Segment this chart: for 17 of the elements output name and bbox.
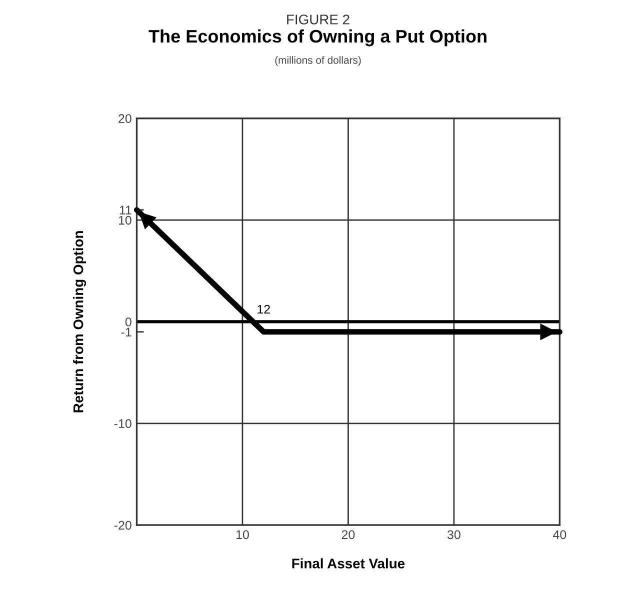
- y-tick-label: 11: [120, 206, 132, 214]
- y-tick-label: 20: [118, 114, 132, 124]
- y-tick-label: -20: [114, 520, 132, 530]
- annotation: 12: [258, 304, 270, 314]
- x-axis-title: Final Asset Value: [292, 558, 405, 568]
- y-tick-label: -1: [121, 328, 132, 336]
- chart-title: The Economics of Owning a Put Option: [148, 29, 486, 46]
- chart-subtitle: (millions of dollars): [275, 56, 361, 66]
- caption: FIGURE 2: [287, 14, 350, 24]
- x-tick-label: 10: [236, 530, 249, 540]
- y-axis-title: Return from Owning Option: [73, 231, 86, 412]
- y-tick-label: 10: [118, 216, 132, 225]
- y-tick-label: 0: [125, 318, 132, 326]
- x-tick-label: 30: [447, 530, 460, 540]
- x-tick-label: 40: [553, 530, 566, 540]
- y-tick-label: -10: [114, 419, 132, 428]
- x-tick-label: 20: [342, 530, 355, 540]
